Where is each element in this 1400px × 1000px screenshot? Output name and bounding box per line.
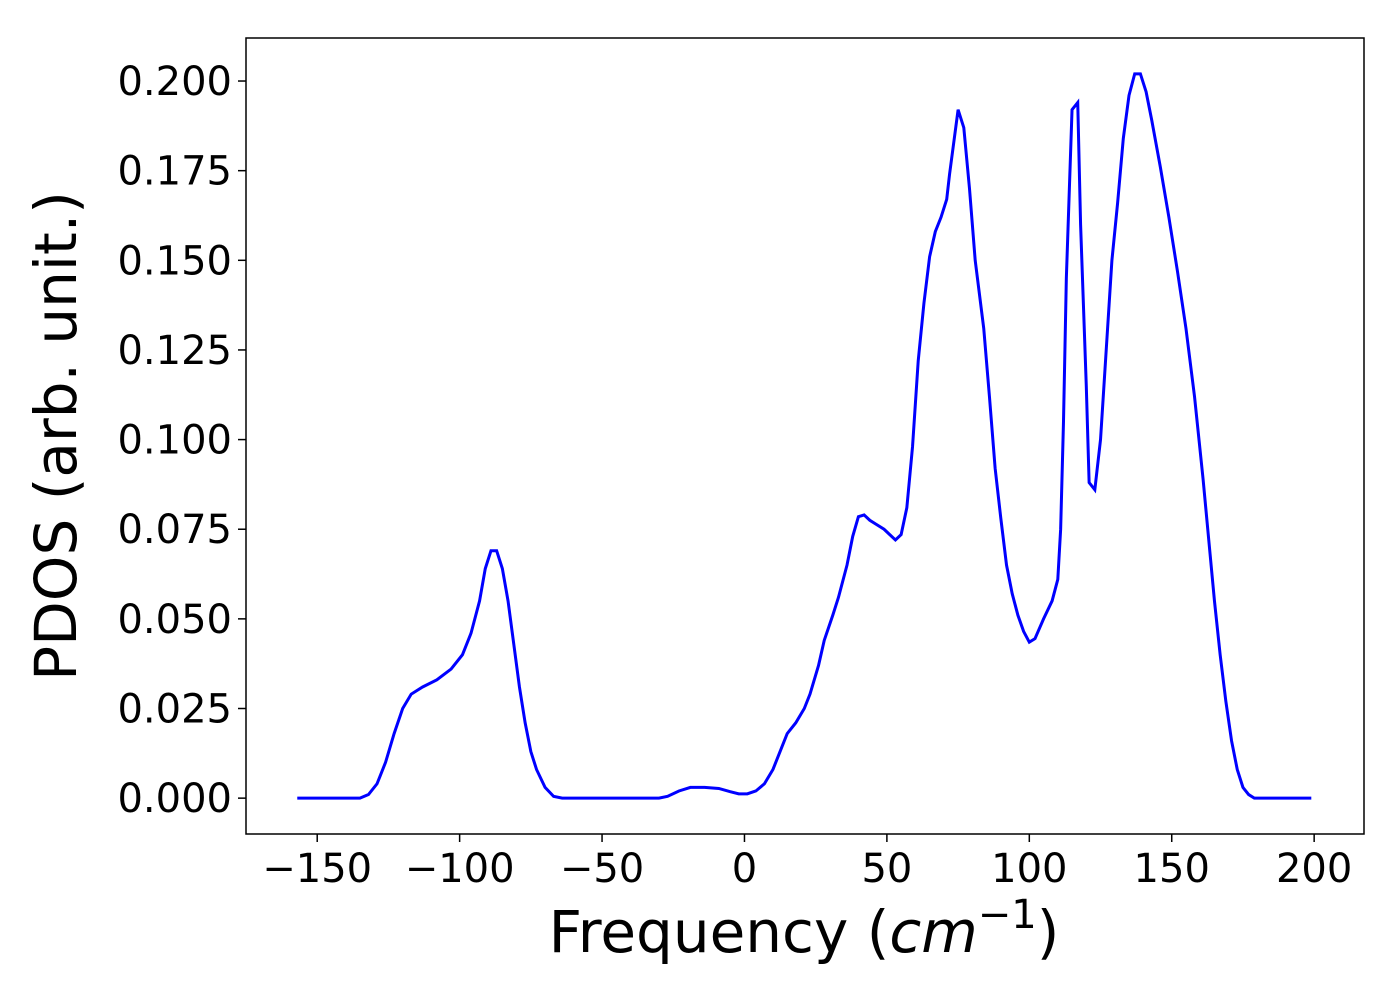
y-tick-label: 0.200 xyxy=(117,59,232,105)
y-tick-label: 0.125 xyxy=(117,328,232,374)
x-tick-label: 150 xyxy=(1134,846,1210,892)
x-label-var: cm xyxy=(889,898,977,966)
y-tick-label: 0.100 xyxy=(117,418,232,464)
y-axis-label: PDOS (arb. unit.) xyxy=(22,191,90,681)
x-axis-label: Frequency (cm−1) xyxy=(549,892,1060,966)
x-tick-label: 50 xyxy=(861,846,912,892)
x-tick-label: 100 xyxy=(991,846,1067,892)
y-tick-label: 0.050 xyxy=(117,597,232,643)
x-tick-label: 0 xyxy=(732,846,757,892)
x-tick-label: −150 xyxy=(262,846,372,892)
y-tick-label: 0.025 xyxy=(117,687,232,733)
x-label-end: ) xyxy=(1037,898,1060,966)
y-tick-label: 0.075 xyxy=(117,507,232,553)
plot-frame xyxy=(245,37,1365,835)
y-tick-label: 0.000 xyxy=(117,776,232,822)
x-tick-label: −100 xyxy=(405,846,515,892)
x-label-text: Frequency ( xyxy=(549,898,890,966)
x-label-sup: −1 xyxy=(978,892,1037,938)
data-line xyxy=(297,72,1312,800)
x-tick-label: −50 xyxy=(560,846,644,892)
x-tick-label: 200 xyxy=(1276,846,1352,892)
y-tick-label: 0.150 xyxy=(117,238,232,284)
y-tick-label: 0.175 xyxy=(117,149,232,195)
